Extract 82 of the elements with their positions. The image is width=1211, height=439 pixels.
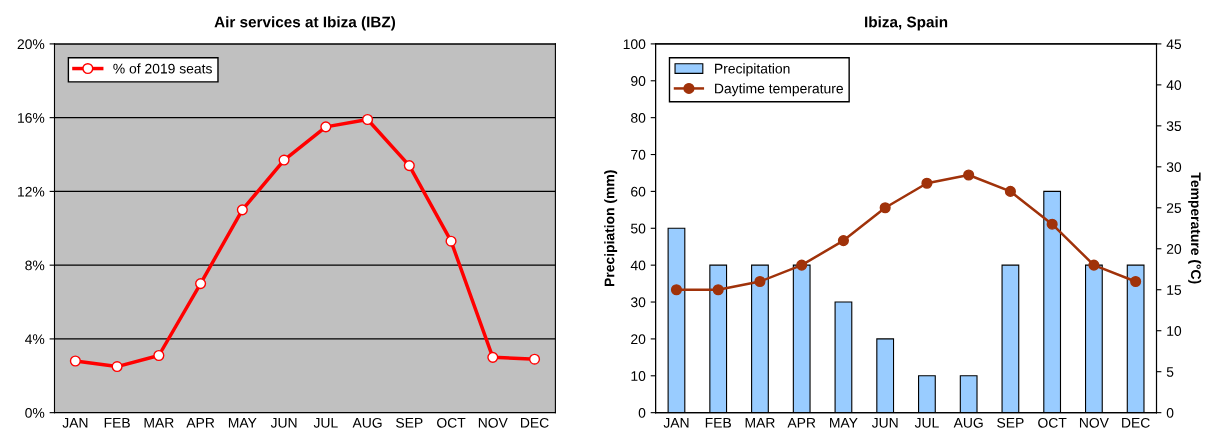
point bbox=[445, 235, 457, 247]
point bbox=[320, 121, 332, 133]
x-tick-label: AUG bbox=[352, 417, 382, 428]
y2-tick-label: 40 bbox=[1166, 80, 1182, 91]
x-tick-label: JUL bbox=[914, 418, 939, 428]
x-tick-label: MAY bbox=[830, 418, 858, 428]
x-tick-label: JAN bbox=[663, 418, 689, 428]
point bbox=[1088, 259, 1100, 271]
chart-title: Ibiza, Spain bbox=[865, 16, 948, 31]
point bbox=[921, 177, 933, 189]
y-tick-label: 12% bbox=[18, 186, 45, 197]
point bbox=[670, 284, 683, 296]
y2-tick-label: 20 bbox=[1166, 244, 1182, 254]
y2-tick-label: 45 bbox=[1166, 39, 1182, 50]
y-tick-label: 70 bbox=[631, 149, 646, 160]
x-tick-label: APR bbox=[186, 418, 215, 428]
legend-label: Daytime temperature bbox=[715, 83, 843, 97]
x-tick-label: JUN bbox=[871, 418, 898, 428]
y-tick-label: 4% bbox=[25, 334, 45, 345]
point bbox=[796, 259, 808, 271]
x-tick-label: FEB bbox=[104, 418, 130, 428]
x-tick-label: SEP bbox=[997, 417, 1024, 428]
y2-tick-label: 0 bbox=[1166, 407, 1174, 418]
point bbox=[69, 355, 81, 367]
x-tick-label: DEC bbox=[521, 417, 549, 428]
y2-tick-label: 35 bbox=[1166, 121, 1182, 132]
point bbox=[487, 351, 499, 363]
x-tick-label: NOV bbox=[1079, 417, 1109, 428]
point bbox=[879, 202, 891, 214]
point bbox=[195, 278, 207, 290]
x-tick-label: MAR bbox=[144, 418, 174, 428]
point bbox=[362, 113, 374, 126]
point bbox=[837, 235, 849, 247]
point bbox=[712, 284, 724, 296]
y-tick-label: 30 bbox=[630, 297, 646, 308]
y-tick-label: 80 bbox=[631, 112, 646, 123]
y-tick-label: 16% bbox=[18, 112, 45, 123]
x-tick-label: OCT bbox=[437, 417, 466, 428]
y2-tick-label: 30 bbox=[1166, 162, 1182, 172]
point bbox=[403, 160, 415, 172]
y-tick-label: 90 bbox=[631, 76, 646, 86]
legend-label: % of 2019 seats bbox=[113, 63, 212, 74]
x-tick-label: APR bbox=[787, 418, 816, 428]
point bbox=[278, 154, 290, 166]
y-axis-title: Precipiation (mm) bbox=[604, 170, 618, 286]
y-tick-label: 60 bbox=[631, 186, 646, 197]
y-tick-label: 100 bbox=[623, 39, 646, 50]
y-tick-label: 0 bbox=[638, 407, 646, 418]
point bbox=[1004, 185, 1016, 197]
point bbox=[528, 353, 541, 365]
y-tick-label: 50 bbox=[630, 223, 646, 234]
point bbox=[963, 169, 975, 181]
y2-tick-label: 25 bbox=[1166, 203, 1182, 213]
point bbox=[1130, 275, 1142, 288]
point bbox=[1046, 218, 1058, 230]
x-tick-label: JAN bbox=[62, 418, 88, 428]
x-tick-label: MAY bbox=[228, 418, 257, 428]
x-tick-label: SEP bbox=[396, 417, 423, 428]
point bbox=[153, 349, 165, 362]
point bbox=[236, 204, 248, 216]
y2-tick-label: 15 bbox=[1167, 285, 1182, 295]
y-tick-label: 0% bbox=[25, 407, 45, 418]
x-tick-label: FEB bbox=[705, 418, 731, 428]
point bbox=[754, 275, 766, 288]
chart-title: Air services at Ibiza (IBZ) bbox=[214, 16, 396, 31]
x-tick-label: NOV bbox=[478, 417, 508, 428]
x-tick-label: JUL bbox=[313, 418, 338, 428]
y-tick-label: 10 bbox=[631, 371, 646, 381]
y-tick-label: 8% bbox=[25, 260, 45, 271]
point bbox=[111, 361, 123, 373]
x-tick-label: JUN bbox=[270, 418, 297, 428]
x-tick-label: OCT bbox=[1038, 417, 1067, 428]
x-tick-label: AUG bbox=[953, 417, 983, 428]
y2-tick-label: 5 bbox=[1166, 367, 1174, 377]
x-tick-label: DEC bbox=[1122, 417, 1150, 428]
x-tick-label: MAR bbox=[745, 418, 775, 428]
y2-tick-label: 10 bbox=[1167, 326, 1182, 336]
y-tick-label: 20% bbox=[17, 39, 45, 50]
legend-label: Precipitation bbox=[715, 63, 790, 77]
y-tick-label: 40 bbox=[630, 260, 646, 271]
y-tick-label: 20 bbox=[631, 334, 646, 345]
y2-axis-title: Temperature (°C) bbox=[1188, 172, 1202, 284]
